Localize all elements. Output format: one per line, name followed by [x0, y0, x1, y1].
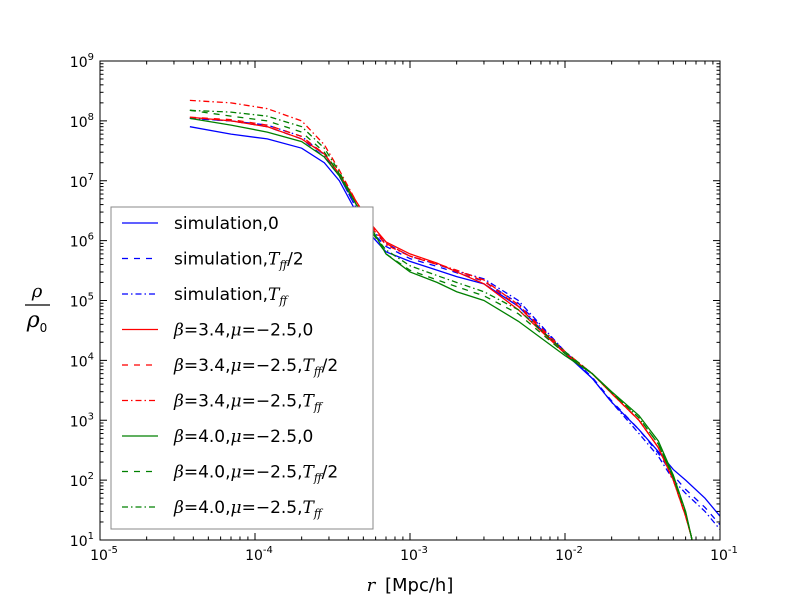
legend-label-4: β=3.4,μ=−2.5,0 — [173, 321, 313, 341]
y-tick-label: 108 — [70, 112, 94, 131]
legend-box — [110, 206, 374, 530]
x-tick-label: 10-3 — [400, 545, 428, 564]
x-tick-label: 10-1 — [710, 545, 738, 564]
legend: simulation,0 simulation,Tff/2 simulation,T… — [110, 206, 374, 530]
y-axis-label: ρ ρ0 — [25, 281, 50, 335]
y-axis-label-numerator: ρ — [31, 281, 43, 302]
y-tick-label: 106 — [70, 232, 94, 251]
x-tick-label: 10-4 — [245, 545, 273, 564]
series-layer — [189, 99, 720, 540]
y-axis-label-denominator: ρ0 — [26, 308, 48, 335]
y-tick-label: 102 — [70, 471, 94, 490]
legend-label-5: β=3.4,μ=−2.5,Tff/2 — [173, 356, 338, 378]
series-line-2 — [189, 117, 720, 526]
legend-label-1: simulation,0 — [174, 214, 279, 234]
x-tick-label: 10-5 — [90, 545, 118, 564]
y-tick-label: 107 — [70, 172, 94, 191]
legend-label-9: β=4.0,μ=−2.5,Tff — [173, 498, 324, 520]
y-tick-label: 103 — [70, 411, 94, 430]
y-tick-label: 105 — [70, 292, 94, 311]
x-tick-label: 10-2 — [555, 545, 583, 564]
series-line-9 — [189, 109, 693, 540]
legend-label-8: β=4.0,μ=−2.5,Tff/2 — [173, 463, 338, 485]
series-line-3 — [189, 117, 720, 530]
legend-label-3: simulation,Tff — [174, 285, 289, 307]
series-line-6 — [189, 99, 693, 540]
y-tick-label: 101 — [70, 531, 94, 550]
legend-label-6: β=3.4,μ=−2.5,Tff — [173, 392, 324, 414]
legend-label-7: β=4.0,μ=−2.5,0 — [173, 427, 313, 447]
y-tick-label: 104 — [70, 351, 94, 370]
y-tick-label: 109 — [70, 52, 94, 71]
ticks-layer: 10-5 10-4 10-3 10-2 10-1 101 102 103 104 105 106 10… — [70, 52, 738, 564]
series-line-7 — [189, 117, 693, 540]
x-axis-label: r [Mpc/h] — [367, 575, 454, 596]
legend-label-2: simulation,Tff/2 — [174, 250, 304, 272]
